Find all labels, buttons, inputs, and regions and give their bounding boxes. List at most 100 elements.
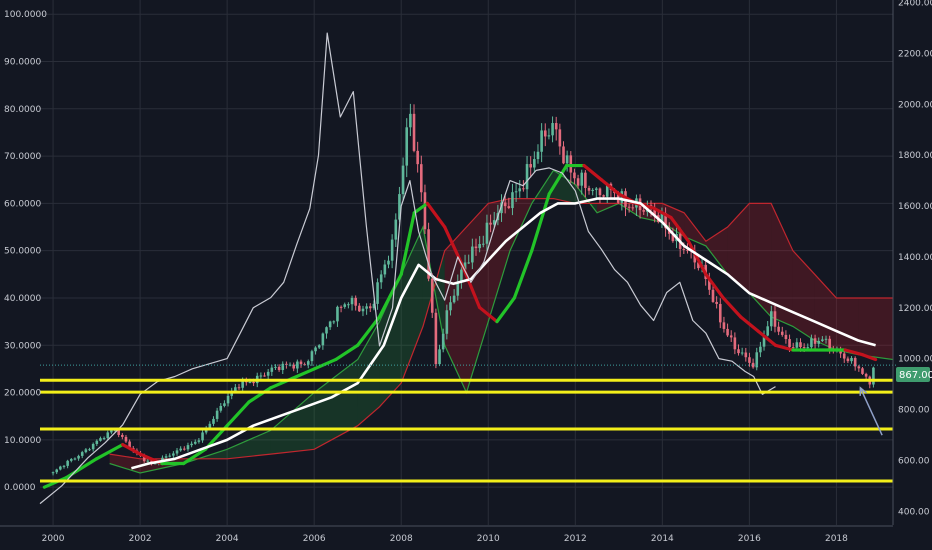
time-axis-tick-label: 2010 bbox=[477, 534, 500, 544]
candle-body bbox=[332, 321, 336, 323]
candle-body bbox=[784, 334, 788, 340]
candle-body bbox=[565, 155, 569, 164]
candle-body bbox=[237, 387, 241, 389]
candle-body bbox=[642, 210, 646, 212]
time-axis-tick-label: 2002 bbox=[129, 534, 152, 544]
candle-body bbox=[605, 183, 609, 197]
time-axis-tick-label: 2000 bbox=[42, 534, 65, 544]
fast-moving-average-segment bbox=[686, 239, 708, 276]
time-axis-tick-label: 2014 bbox=[651, 534, 674, 544]
left-axis-tick-label: 60.0000 bbox=[4, 199, 41, 209]
candle-body bbox=[212, 418, 215, 424]
candle-body bbox=[102, 438, 106, 440]
candle-body bbox=[299, 361, 303, 365]
candle-body bbox=[726, 328, 729, 336]
slow-moving-average-line bbox=[131, 197, 876, 470]
fast-moving-average-segment bbox=[312, 357, 338, 371]
left-axis-tick-label: 70.0000 bbox=[4, 152, 41, 162]
cloud-fill bbox=[771, 203, 793, 327]
candle-body bbox=[343, 304, 347, 307]
right-axis-tick-label: 2400.00 bbox=[898, 0, 932, 9]
fast-moving-average-segment bbox=[425, 201, 447, 229]
candle-body bbox=[511, 192, 514, 209]
left-axis-tick-label: 40.0000 bbox=[4, 294, 41, 304]
right-axis-tick-label: 1200.00 bbox=[898, 304, 932, 314]
candle-body bbox=[489, 222, 492, 225]
candle-body bbox=[142, 455, 146, 462]
candle-body bbox=[748, 357, 751, 363]
cloud-fill bbox=[836, 297, 859, 355]
candle-body bbox=[416, 150, 419, 165]
candle-body bbox=[474, 246, 478, 249]
candle-body bbox=[270, 367, 274, 372]
candle-body bbox=[379, 274, 383, 283]
candle-body bbox=[693, 251, 697, 263]
candle-body bbox=[285, 363, 288, 365]
candle-body bbox=[296, 361, 299, 369]
fast-moving-average-segment bbox=[290, 367, 316, 380]
candle-body bbox=[773, 311, 777, 327]
candle-body bbox=[438, 349, 441, 365]
candle-body bbox=[514, 191, 518, 193]
candle-body bbox=[576, 178, 580, 186]
candle-body bbox=[88, 449, 91, 451]
right-axis-tick-label: 2000.00 bbox=[898, 100, 932, 110]
candle-body bbox=[183, 448, 186, 450]
fast-moving-average-segment bbox=[773, 343, 795, 352]
candle-body bbox=[259, 375, 263, 377]
candle-body bbox=[412, 113, 416, 151]
cloud-span-b-line bbox=[109, 198, 893, 460]
candle-body bbox=[471, 246, 474, 263]
candle-body bbox=[584, 172, 587, 188]
right-axis-tick-label: 1000.00 bbox=[898, 355, 932, 365]
time-axis-tick-label: 2012 bbox=[564, 534, 587, 544]
candle-body bbox=[598, 188, 602, 196]
candle-body bbox=[463, 262, 467, 270]
indicator-lines bbox=[39, 32, 878, 505]
candle-body bbox=[543, 130, 547, 137]
candle-body bbox=[478, 244, 481, 249]
candle-body bbox=[802, 347, 806, 349]
candle-body bbox=[113, 430, 117, 432]
candle-body bbox=[562, 146, 565, 164]
fast-moving-average-segment bbox=[247, 386, 273, 404]
candle-body bbox=[780, 331, 784, 335]
candle-body bbox=[533, 159, 536, 168]
arrow-head bbox=[859, 386, 868, 396]
cloud-fill bbox=[314, 359, 358, 450]
cloud-fill bbox=[814, 274, 837, 350]
candle-body bbox=[751, 362, 755, 368]
candle-body bbox=[631, 207, 635, 209]
candle-body bbox=[551, 123, 554, 136]
time-axis-tick-label: 2006 bbox=[303, 534, 326, 544]
cloud-fill bbox=[357, 321, 380, 426]
fast-moving-average-segment bbox=[399, 211, 416, 276]
candle-body bbox=[671, 233, 675, 242]
candle-body bbox=[215, 410, 219, 419]
fast-moving-average-segment bbox=[334, 343, 360, 362]
candle-body bbox=[350, 297, 354, 305]
candle-body bbox=[813, 338, 817, 344]
candle-body bbox=[770, 311, 773, 327]
candle-body bbox=[441, 333, 445, 350]
annotations bbox=[859, 386, 883, 436]
candle-body bbox=[117, 430, 120, 435]
candle-body bbox=[587, 187, 591, 191]
candle-body bbox=[368, 306, 372, 309]
fast-moving-average-segment bbox=[495, 296, 516, 324]
cloud-fill bbox=[705, 227, 728, 275]
candle-body bbox=[755, 352, 759, 368]
candle-body bbox=[460, 269, 463, 282]
right-axis-tick-label: 600.00 bbox=[898, 456, 930, 466]
fast-moving-average-segment bbox=[64, 457, 99, 480]
candle-body bbox=[190, 443, 193, 446]
candle-body bbox=[686, 249, 689, 251]
candle-body bbox=[281, 363, 285, 371]
candle-body bbox=[711, 289, 715, 302]
candle-body bbox=[197, 440, 201, 442]
cloud-fill bbox=[227, 430, 271, 459]
time-axis-band bbox=[0, 525, 932, 550]
candle-body bbox=[744, 352, 748, 358]
fast-moving-average-segment bbox=[652, 206, 673, 220]
